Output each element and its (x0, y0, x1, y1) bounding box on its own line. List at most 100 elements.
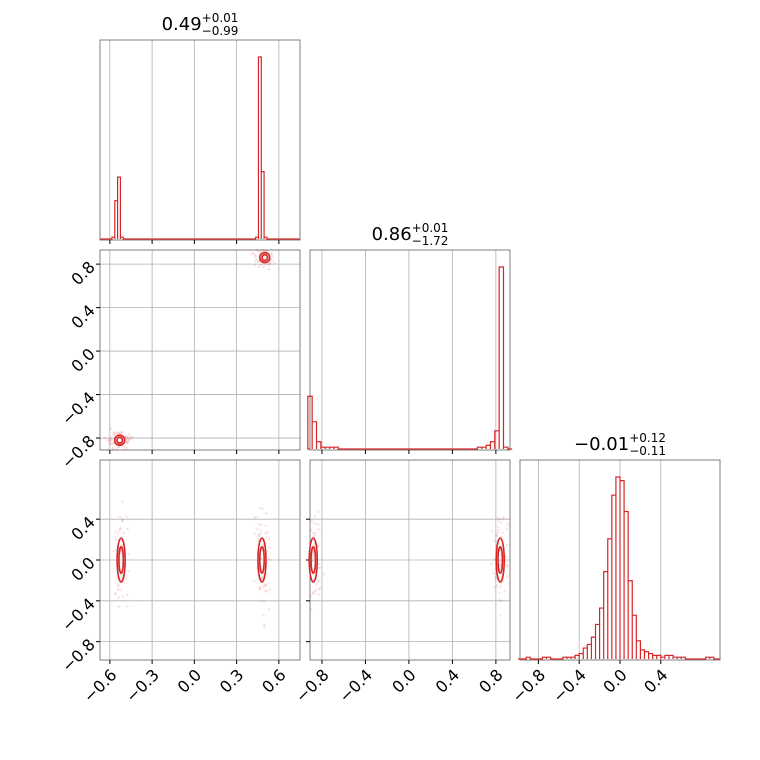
scatter-point (264, 584, 268, 587)
scatter-point (271, 255, 274, 259)
scatter-point (495, 584, 499, 587)
title-value: 0.49 (162, 14, 202, 35)
scatter-point (109, 436, 113, 440)
scatter-point (264, 583, 267, 586)
contour-ring (497, 545, 504, 574)
scatter-point (269, 262, 272, 265)
title-param-2: −0.01+0.12 −0.11 (574, 431, 666, 458)
scatter-point (270, 252, 274, 256)
contour-ring (495, 537, 506, 583)
scatter-point (121, 594, 125, 598)
scatter-point (255, 515, 258, 519)
scatter-point (121, 519, 124, 523)
scatter-point (268, 588, 272, 591)
scatter-point (116, 431, 119, 434)
panel-frame (99, 249, 301, 451)
scatter-point (267, 537, 271, 541)
scatter-point (267, 267, 271, 271)
scatter-point (492, 539, 496, 543)
scatter-point (258, 585, 262, 589)
scatter-point (259, 528, 262, 532)
scatter-point (500, 599, 503, 602)
scatter-point (112, 442, 116, 445)
scatter-point (492, 572, 496, 575)
scatter-point (121, 500, 124, 503)
x-tick-label-p0: 0.0 (174, 665, 205, 696)
scatter-point (312, 556, 315, 559)
scatter-point (263, 625, 266, 628)
scatter-point (255, 257, 258, 261)
scatter-point (259, 263, 263, 267)
scatter-point (109, 427, 113, 431)
scatter-point (103, 436, 107, 440)
scatter-point (116, 584, 120, 588)
scatter-point (125, 435, 129, 439)
scatter-point (502, 516, 505, 519)
scatter-point (498, 517, 501, 521)
scatter-point (495, 533, 498, 537)
scatter-point (261, 248, 265, 252)
scatter-point (128, 435, 132, 438)
scatter-point (262, 614, 265, 617)
x-tick-label-p1: 0.0 (388, 665, 419, 696)
scatter-point (254, 255, 257, 258)
scatter-point (261, 575, 265, 578)
scatter-point (257, 265, 261, 269)
scatter-point (505, 527, 509, 531)
scatter-point (313, 590, 316, 593)
scatter-point (115, 448, 118, 451)
scatter-point (255, 527, 259, 530)
scatter-point (505, 543, 509, 547)
scatter-point (258, 587, 261, 591)
scatter-point (313, 515, 317, 518)
scatter-point (107, 438, 111, 442)
histogram-param-2 (517, 476, 720, 660)
joint-panel-2-0 (112, 500, 272, 628)
histogram-param-0 (100, 56, 300, 240)
scatter-point (311, 591, 315, 594)
scatter-point (118, 431, 121, 434)
scatter-point (113, 592, 117, 596)
x-tick-label-p0: −0.6 (80, 665, 121, 706)
scatter-point (131, 435, 135, 439)
scatter-point (117, 605, 121, 608)
scatter-point (494, 576, 497, 579)
scatter-point (121, 519, 124, 523)
scatter-point (124, 577, 128, 580)
scatter-point (257, 533, 260, 537)
scatter-point (309, 607, 313, 611)
scatter-point (266, 531, 269, 534)
scatter-point (125, 446, 128, 450)
scatter-point (121, 517, 124, 521)
y-tick-label-p1: −0.4 (58, 388, 99, 429)
scatter-point (112, 549, 115, 553)
scatter-point (250, 252, 254, 256)
title-plus-error: +0.01 (202, 11, 239, 25)
scatter-point (265, 590, 269, 593)
panel-0-0 (99, 39, 301, 244)
scatter-point (257, 522, 261, 526)
scatter-point (497, 528, 500, 532)
x-tick-label-p0: 0.3 (216, 665, 247, 696)
scatter-point (119, 588, 122, 592)
scatter-point (127, 569, 130, 573)
scatter-point (264, 589, 267, 593)
x-tick-label-p1: 0.4 (432, 665, 463, 696)
y-tick-label-p1: 0.8 (67, 257, 98, 288)
contour-ring (310, 545, 317, 574)
scatter-point (498, 591, 501, 595)
scatter-point (254, 253, 257, 257)
scatter-point (111, 448, 115, 452)
scatter-point (262, 583, 266, 586)
scatter-point (316, 523, 320, 526)
scatter-point (267, 262, 271, 265)
scatter-point (127, 439, 131, 442)
scatter-point (256, 249, 260, 253)
scatter-point (268, 262, 271, 265)
scatter-point (117, 445, 121, 449)
x-tick-label-p0: −0.3 (122, 665, 163, 706)
scatter-point (257, 259, 260, 262)
joint-panel-2-1 (308, 510, 510, 617)
contour-ring (308, 537, 319, 583)
panels-layer (96, 39, 721, 664)
